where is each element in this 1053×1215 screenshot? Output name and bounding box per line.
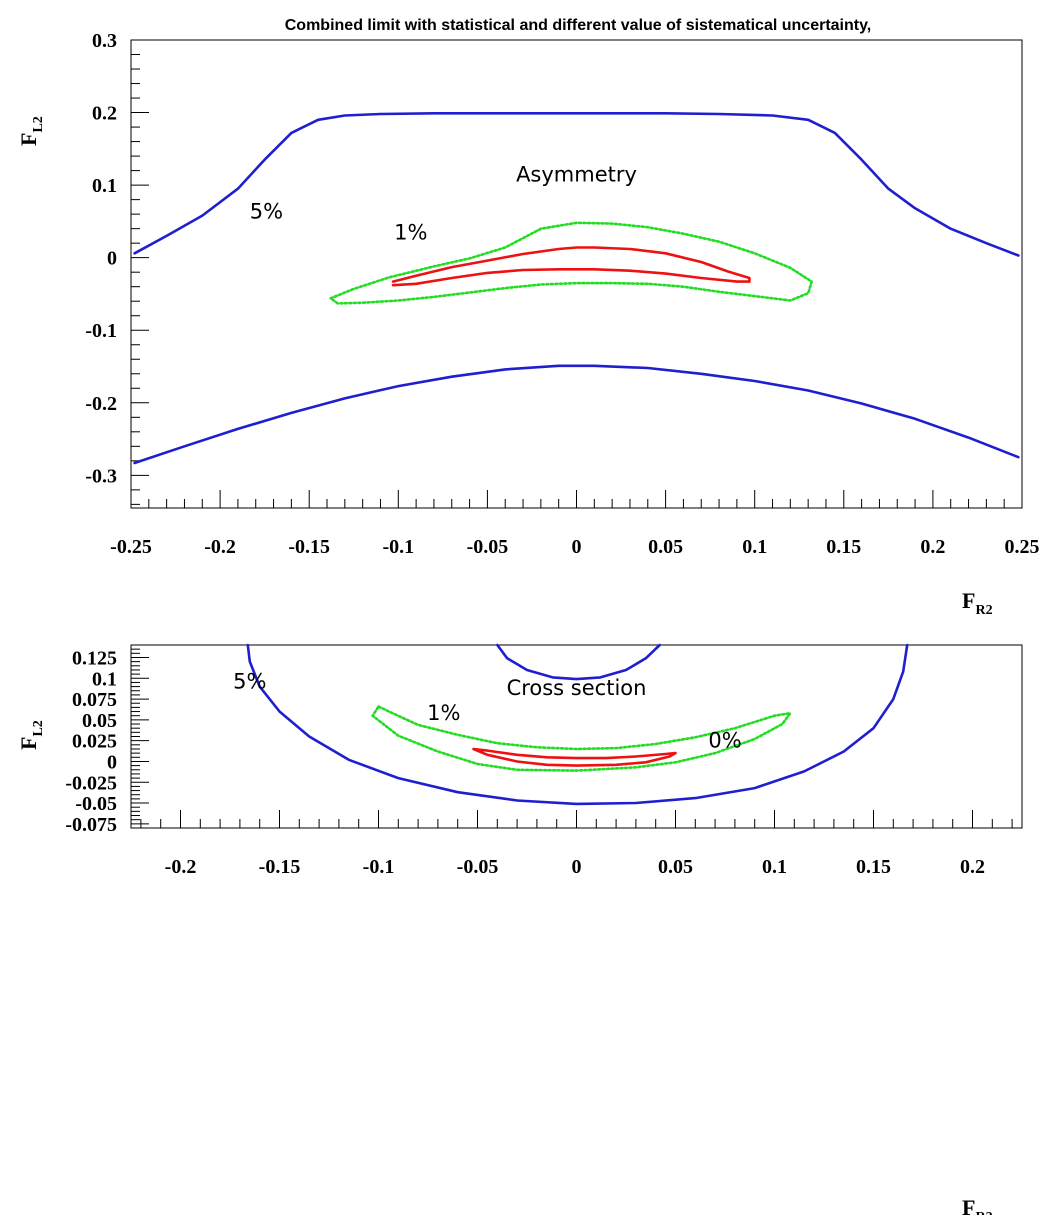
series-line [133,112,1020,257]
y-tick-label: -0.3 [85,465,117,487]
y-tick-label: -0.075 [65,814,117,836]
y-tick-label: 0.1 [92,175,117,197]
chart-title: Combined limit with statistical and diff… [285,17,872,34]
cross-section-panel: -0.2 -0.15 -0.1 -0.05 0 0.05 0.1 0.15 0.2-0.075-… [16,643,1023,1215]
x-tick-label: 0 [572,856,582,878]
x-tick-label: 0.05 [648,536,683,558]
x-tick-label: -0.1 [363,856,395,878]
y-tick-label: 0.025 [72,731,117,753]
x-tick-label: 0.1 [742,536,767,558]
annotation-label: 5% [233,669,266,693]
x-tick-label: 0.25 [1005,536,1040,558]
y-tick-label: 0.05 [82,710,117,732]
annotation-label: 1% [394,221,427,245]
asymmetry-panel: -0.25 -0.2 -0.15 -0.1 -0.05 0 0.05 0.1 0.15 0.2 0.… [16,30,1040,618]
series-line [391,246,751,287]
series-line [371,705,792,772]
y-tick-label: 0 [107,248,117,270]
y-axis-title: FL2 [16,116,46,146]
plot-frame [130,39,1023,509]
y-tick-label: 0.2 [92,103,117,125]
series-line [133,364,1020,465]
y-axis-title: FL2 [16,720,46,750]
series-line [496,643,661,681]
annotation-label: Cross section [507,676,647,700]
x-axis-title: FR2 [962,1195,993,1215]
annotation-label: 0% [708,728,741,752]
annotation-label: Asymmetry [516,162,637,186]
y-tick-label: 0 [107,751,117,773]
x-tick-label: -0.25 [110,536,152,558]
y-tick-label: 0.125 [72,647,117,669]
x-tick-label: -0.15 [259,856,301,878]
x-tick-label: 0 [572,536,582,558]
x-tick-label: 0.05 [658,856,693,878]
x-axis-title: FR2 [962,588,993,618]
x-tick-label: 0.15 [826,536,861,558]
x-tick-label: -0.2 [204,536,236,558]
x-tick-label: -0.05 [457,856,499,878]
y-tick-label: 0.075 [72,689,117,711]
x-tick-label: 0.2 [960,856,985,878]
x-tick-label: -0.05 [467,536,509,558]
y-tick-label: -0.025 [65,772,117,794]
x-tick-label: 0.1 [762,856,787,878]
annotation-label: 1% [427,701,460,725]
y-tick-label: 0.3 [92,30,117,52]
x-tick-label: -0.1 [382,536,414,558]
x-tick-label: 0.2 [920,536,945,558]
y-tick-label: -0.1 [85,320,117,342]
x-tick-label: -0.2 [165,856,197,878]
annotation-label: 5% [250,199,283,223]
y-tick-label: -0.2 [85,393,117,415]
y-tick-label: -0.05 [75,793,117,815]
series-line [246,643,909,806]
series-line [329,221,813,305]
x-tick-label: 0.15 [856,856,891,878]
y-tick-label: 0.1 [92,668,117,690]
x-tick-label: -0.15 [288,536,330,558]
series-line [472,747,677,767]
